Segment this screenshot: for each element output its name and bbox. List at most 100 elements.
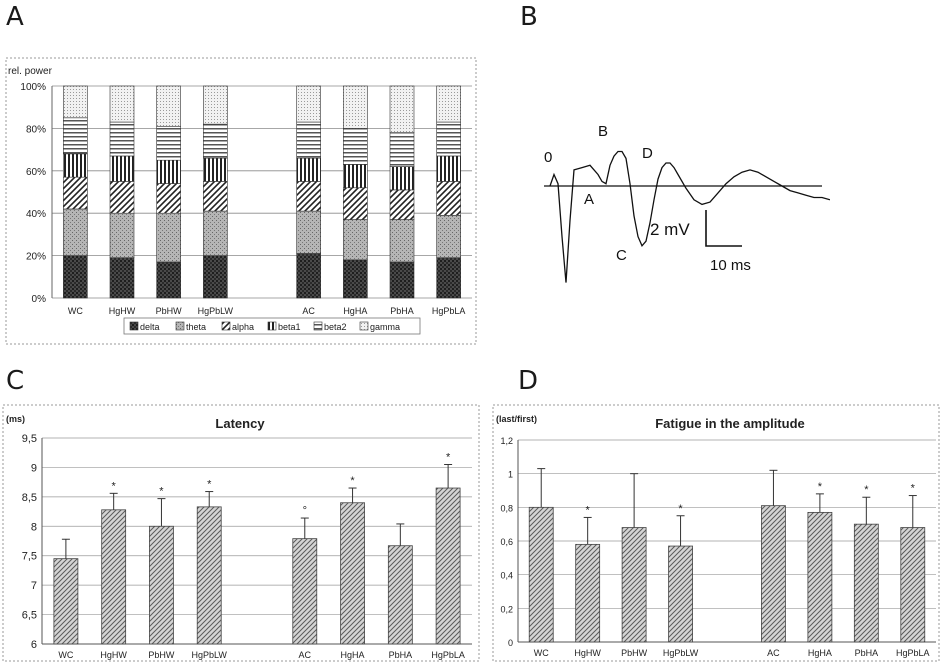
chart-a-bar-segment-delta bbox=[389, 261, 415, 299]
chart-d-fatigue: (last/first) Fatigue in the amplitude 0 0,2… bbox=[492, 404, 940, 662]
chart-a-ytick-label: 100% bbox=[20, 82, 46, 93]
chart-d-title: Fatigue in the amplitude bbox=[655, 416, 805, 431]
chart-c-significance-marker: * bbox=[207, 479, 212, 491]
chart-d-category-label: WC bbox=[534, 648, 549, 658]
chart-c-ytick-label: 6 bbox=[31, 639, 37, 651]
chart-a-bar-segment-theta bbox=[343, 219, 368, 261]
chart-d-ytick-label: 0,6 bbox=[500, 537, 513, 547]
chart-a-bar-segment-beta1 bbox=[63, 153, 88, 178]
chart-c-bar bbox=[292, 538, 318, 645]
chart-a-bar-segment-gamma bbox=[296, 85, 321, 123]
chart-a-legend-label-delta: delta bbox=[140, 322, 160, 332]
chart-d-category-label: HgHW bbox=[574, 648, 601, 658]
chart-d-category-label: HgPbLW bbox=[663, 648, 699, 658]
chart-d-ytick-label: 0,8 bbox=[500, 503, 513, 513]
chart-c-ytick-label: 9 bbox=[31, 462, 37, 474]
chart-a-bar-segment-gamma bbox=[389, 85, 415, 133]
chart-a-legend-label-beta1: beta1 bbox=[278, 322, 301, 332]
chart-a-category-label: WC bbox=[68, 306, 83, 316]
chart-c-ytick-label: 9,5 bbox=[22, 433, 37, 445]
chart-a-legend-label-theta: theta bbox=[186, 322, 206, 332]
chart-b-peak-label-0: 0 bbox=[544, 149, 552, 166]
chart-a-bar-segment-theta bbox=[203, 210, 228, 256]
chart-a-bar-segment-beta2 bbox=[296, 121, 321, 159]
panel-letter-a: A bbox=[6, 2, 24, 32]
chart-a-ytick-label: 60% bbox=[26, 167, 46, 178]
chart-a-legend-swatch-delta bbox=[129, 321, 139, 331]
chart-a-category-label: PbHW bbox=[156, 306, 183, 316]
chart-d-bar bbox=[528, 506, 554, 643]
chart-c-title: Latency bbox=[215, 416, 265, 431]
chart-a-bar-segment-delta bbox=[296, 253, 321, 299]
chart-a-bar-segment-alpha bbox=[343, 187, 368, 220]
chart-a-bar-segment-delta bbox=[156, 261, 181, 299]
chart-a-bar-segment-gamma bbox=[203, 85, 228, 125]
chart-a-legend-swatch-beta2 bbox=[313, 321, 323, 331]
chart-a-bar-segment-gamma bbox=[343, 85, 368, 129]
chart-a-bar-segment-beta1 bbox=[156, 159, 181, 184]
chart-a-legend-swatch-beta1 bbox=[267, 321, 277, 331]
chart-a-ytick-label: 20% bbox=[26, 252, 46, 263]
chart-a-category-label: PbHA bbox=[390, 306, 414, 316]
chart-c-category-label: AC bbox=[299, 650, 312, 660]
chart-a-legend-swatch-theta bbox=[175, 321, 185, 331]
chart-d-ytick-label: 0,2 bbox=[500, 604, 513, 614]
chart-c-ytick-label: 8 bbox=[31, 521, 37, 533]
chart-a-bar-segment-delta bbox=[436, 257, 461, 299]
chart-c-category-label: WC bbox=[58, 650, 73, 660]
chart-b-scale-x-label: 10 ms bbox=[710, 257, 751, 274]
chart-d-significance-marker: * bbox=[864, 484, 869, 496]
chart-c-ytick-label: 8,5 bbox=[22, 492, 37, 504]
chart-a-bar-segment-theta bbox=[296, 210, 321, 254]
chart-c-significance-marker: * bbox=[446, 451, 451, 463]
chart-d-category-label: HgPbLA bbox=[896, 648, 930, 658]
chart-c-category-label: HgPbLA bbox=[431, 650, 465, 660]
chart-a-bar-segment-beta1 bbox=[343, 164, 368, 189]
chart-d-ytick-label: 1 bbox=[508, 470, 513, 480]
chart-a-legend-swatch-gamma bbox=[359, 321, 369, 331]
chart-a-bar-segment-theta bbox=[109, 212, 135, 259]
chart-c-significance-marker: * bbox=[112, 480, 117, 492]
chart-a-stacked-power: rel. power 0% 20% 40% 60% 80% 100% WC HgHW PbHW Hg… bbox=[5, 57, 477, 345]
chart-a-bar-segment-beta1 bbox=[109, 155, 135, 182]
chart-a-ytick-label: 40% bbox=[26, 209, 46, 220]
chart-c-category-label: PbHA bbox=[389, 650, 413, 660]
chart-b-peak-label-C: C bbox=[616, 247, 627, 264]
chart-b-scale-bar bbox=[705, 210, 742, 247]
chart-c-significance-marker: * bbox=[350, 475, 355, 487]
chart-d-bar bbox=[853, 523, 879, 643]
chart-a-ytick-label: 80% bbox=[26, 124, 46, 135]
chart-d-bar bbox=[900, 527, 926, 643]
chart-a-bar-segment-beta2 bbox=[203, 123, 228, 159]
chart-a-category-label: AC bbox=[302, 306, 315, 316]
chart-a-bar-segment-alpha bbox=[389, 189, 415, 220]
chart-a-bar-segment-delta bbox=[343, 259, 368, 299]
chart-c-bar bbox=[149, 525, 174, 645]
chart-d-category-label: PbHA bbox=[855, 648, 879, 658]
chart-a-frame bbox=[5, 57, 477, 345]
chart-a-bar-segment-beta1 bbox=[389, 166, 415, 191]
chart-a-bar-segment-beta2 bbox=[156, 125, 181, 161]
chart-a-bar-segment-gamma bbox=[156, 85, 181, 127]
chart-a-bar-segment-beta2 bbox=[109, 121, 135, 157]
chart-a-bar-segment-theta bbox=[389, 219, 415, 263]
chart-a-category-label: HgPbLW bbox=[198, 306, 234, 316]
chart-b-scale-y-label: 2 mV bbox=[650, 220, 690, 239]
chart-b-waveform: 0 A B C D 2 mV 10 ms bbox=[544, 123, 830, 283]
chart-a-legend-swatch-alpha bbox=[221, 321, 231, 331]
chart-b-peak-label-A: A bbox=[584, 191, 594, 208]
chart-a-bar-segment-alpha bbox=[63, 176, 88, 210]
chart-c-bar bbox=[196, 506, 222, 645]
chart-b-peak-label-B: B bbox=[598, 123, 608, 140]
chart-a-bar-segment-theta bbox=[436, 215, 461, 259]
chart-a-bar-segment-alpha bbox=[296, 181, 321, 212]
chart-d-ylabel: (last/first) bbox=[496, 414, 537, 424]
chart-a-bar-segment-beta1 bbox=[436, 155, 461, 182]
chart-c-bar bbox=[53, 558, 79, 645]
chart-c-ytick-label: 6,5 bbox=[22, 610, 37, 622]
chart-c-bar bbox=[340, 502, 365, 645]
chart-a-ytick-label: 0% bbox=[32, 294, 47, 305]
chart-d-bar bbox=[575, 543, 601, 643]
chart-a-bar-segment-beta1 bbox=[296, 157, 321, 182]
chart-d-bar bbox=[761, 505, 786, 643]
